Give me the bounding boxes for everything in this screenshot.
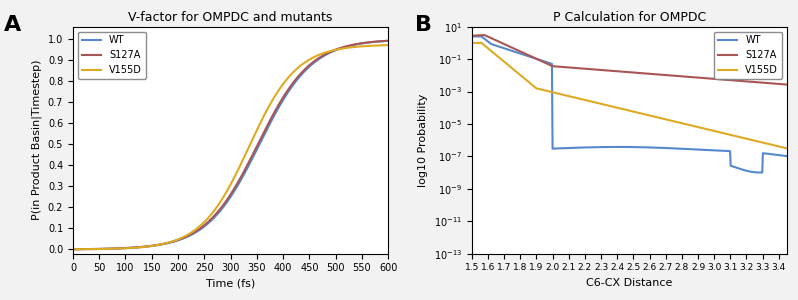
WT [638,146,647,149]
X-axis label: Time (fs): Time (fs) [206,279,255,289]
WT [383,39,393,43]
S127A [619,70,629,74]
WT [211,214,220,218]
S127A [68,248,77,251]
S127A [726,78,736,82]
Text: A: A [4,15,21,35]
Line: S127A: S127A [73,41,388,249]
Text: B: B [415,15,432,35]
WT [654,146,664,150]
V155D [68,248,77,251]
V155D [383,43,393,47]
V155D [254,124,263,128]
WT [617,145,626,149]
WT [725,149,735,153]
Line: WT: WT [73,41,388,249]
Y-axis label: log10 Probability: log10 Probability [418,94,428,187]
X-axis label: C6-CX Distance: C6-CX Distance [586,278,673,288]
Line: WT: WT [472,36,787,172]
WT [618,145,628,149]
Legend: WT, S127A, V155D: WT, S127A, V155D [78,32,146,79]
V155D [654,116,664,120]
S127A [775,82,784,86]
V155D [775,145,784,148]
WT [149,244,159,247]
S127A [638,71,648,75]
V155D [618,107,628,111]
V155D [149,244,159,247]
V155D [211,207,220,211]
WT [755,171,764,174]
V155D [279,82,288,85]
V155D [782,147,792,150]
Line: V155D: V155D [73,45,388,249]
S127A [480,33,489,37]
S127A [124,246,133,250]
S127A [782,83,792,86]
S127A [211,213,220,216]
Line: V155D: V155D [472,43,787,148]
S127A [655,73,665,76]
V155D [124,246,133,250]
V155D [725,133,735,136]
Title: V-factor for OMPDC and mutants: V-factor for OMPDC and mutants [128,11,333,24]
V155D [638,112,647,116]
Line: S127A: S127A [472,35,787,85]
S127A [306,63,315,66]
WT [68,248,77,251]
S127A [254,141,263,145]
WT [124,246,133,250]
WT [306,64,315,68]
V155D [306,57,315,61]
WT [775,154,784,157]
WT [279,98,288,101]
WT [254,144,263,148]
V155D [617,107,626,110]
S127A [383,39,393,43]
S127A [149,244,159,247]
Legend: WT, S127A, V155D: WT, S127A, V155D [714,32,782,79]
Y-axis label: P(in Product Basin|Timestep): P(in Product Basin|Timestep) [32,60,42,220]
S127A [467,34,476,38]
Title: P Calculation for OMPDC: P Calculation for OMPDC [553,11,706,24]
WT [782,154,792,158]
S127A [279,95,288,99]
WT [467,34,476,38]
S127A [618,70,627,74]
V155D [467,41,476,45]
